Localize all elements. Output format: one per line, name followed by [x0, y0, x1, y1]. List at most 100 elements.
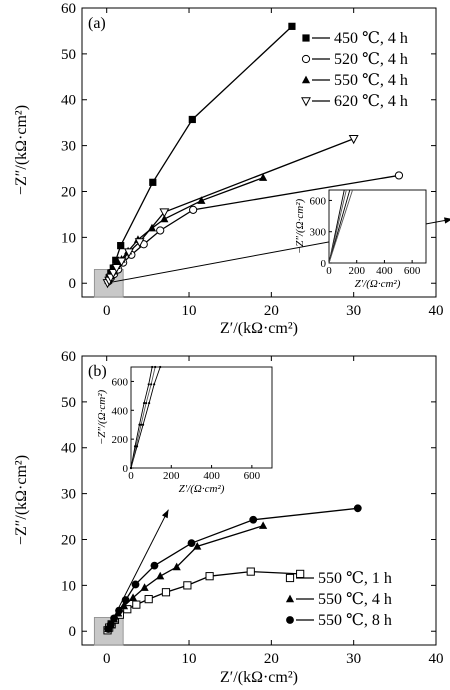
data-point: [161, 588, 171, 597]
legend-marker: [301, 75, 311, 84]
y-tick-label: 10: [61, 230, 76, 246]
legend: 450 ℃, 4 h 520 ℃, 4 h 550 ℃, 4 h 620 ℃, 4 h: [301, 30, 408, 110]
data-point: [394, 171, 404, 180]
data-point: [123, 248, 134, 258]
data-point: [132, 600, 141, 609]
data-point: [156, 571, 165, 580]
inset-frame: [328, 189, 427, 264]
data-point: [249, 515, 258, 524]
inset-point: [154, 365, 157, 369]
legend-label: 550 ℃, 1 h: [318, 570, 392, 587]
inset-line: [130, 366, 156, 469]
inset-x-tick-label: 200: [163, 470, 180, 482]
inset-y-tick-label: 0: [123, 463, 129, 475]
y-axis-title: −Z″/(kΩ·cm²): [13, 455, 30, 545]
zoom-arrow-head: [444, 217, 450, 224]
y-tick-label: 50: [61, 395, 76, 411]
y-tick-label: 20: [61, 184, 76, 200]
inset-y-tick-label: 300: [310, 227, 327, 239]
legend-label: 620 ℃, 4 h: [334, 93, 408, 110]
inset-point: [147, 383, 150, 386]
legend-label: 450 ℃, 4 h: [334, 30, 408, 47]
inset-x-tick-label: 600: [404, 265, 421, 277]
data-point: [123, 605, 132, 614]
x-tick-label: 40: [429, 303, 444, 319]
data-point: [353, 504, 362, 513]
y-tick-label: 10: [61, 578, 76, 594]
data-point: [205, 572, 214, 581]
series-2: [104, 521, 268, 633]
series-line: [106, 138, 354, 284]
y-tick-label: 30: [61, 139, 76, 155]
data-point: [111, 263, 122, 274]
x-axis-title: Z′/(kΩ·cm²): [220, 669, 298, 686]
y-tick-label: 50: [61, 47, 76, 63]
inset-y-tick-label: 200: [112, 434, 129, 446]
data-point: [150, 561, 159, 570]
inset-y-title: −Z″/(Ω·cm²): [294, 199, 306, 255]
data-point: [116, 257, 127, 267]
inset-x-title: Z′/(Ω·cm²): [179, 483, 225, 495]
data-point: [156, 226, 165, 235]
inset-y-tick-label: 0: [321, 258, 327, 270]
legend-marker: [285, 594, 295, 603]
data-point: [288, 22, 296, 30]
series-line: [107, 525, 264, 630]
inset-y-tick-label: 600: [112, 376, 129, 388]
x-tick-label: 20: [264, 651, 279, 667]
inset-point: [141, 423, 145, 426]
inset-point: [129, 466, 133, 470]
inset-x-tick-label: 400: [203, 470, 220, 482]
data-point: [140, 583, 149, 591]
inset-x-tick-label: 0: [128, 470, 134, 482]
data-point: [197, 196, 206, 204]
series-4: [102, 135, 359, 289]
data-point: [149, 178, 157, 186]
panel-a: 0 10 20 30 400102030405060Z′/(kΩ·cm²)−Z″/(kΩ…: [13, 1, 450, 337]
inset-line: [130, 366, 153, 469]
inset-y-tick-label: 400: [112, 405, 129, 417]
inset-point: [159, 365, 162, 369]
panel-label: (b): [88, 363, 107, 380]
inset-x-tick-label: 600: [244, 470, 261, 482]
zoom-arrow-head: [161, 509, 169, 519]
data-point: [259, 173, 268, 181]
inset-y-tick-label: 600: [310, 195, 327, 207]
data-point: [134, 238, 145, 248]
data-point: [183, 581, 192, 590]
legend-label: 520 ℃, 4 h: [334, 51, 408, 68]
data-point: [112, 256, 120, 264]
y-tick-label: 20: [61, 532, 76, 548]
series-line: [107, 507, 358, 630]
y-tick-label: 30: [61, 487, 76, 503]
data-point: [128, 593, 138, 601]
inset-point: [138, 423, 141, 426]
data-point: [246, 567, 255, 576]
y-tick-label: 0: [69, 276, 77, 292]
inset-x-tick-label: 200: [348, 265, 365, 277]
y-tick-label: 60: [61, 1, 76, 17]
zoom-arrow-line: [114, 509, 169, 616]
data-point: [144, 595, 153, 604]
data-point: [348, 135, 359, 145]
inset-frame: [130, 366, 273, 469]
x-tick-label: 0: [103, 303, 111, 319]
series-3: [104, 504, 362, 633]
inset-x-tick-label: 400: [376, 265, 393, 277]
x-tick-label: 30: [346, 303, 361, 319]
x-tick-label: 0: [103, 651, 111, 667]
panel-b: 0 10 20 30 400102030405060Z′/(kΩ·cm²)−Z″/(kΩ…: [13, 349, 444, 686]
data-point: [160, 214, 169, 223]
inset: 0 200 400 600 0 200 400 600 Z′/(Ω·cm²) −Z″/(Ω·cm²…: [96, 365, 273, 495]
inset-y-title: −Z″/(Ω·cm²): [96, 390, 108, 446]
plot-frame: [81, 7, 437, 298]
legend-marker: [301, 54, 311, 64]
legend-marker: [286, 616, 294, 624]
data-point: [189, 205, 198, 214]
data-point: [106, 620, 115, 629]
legend-marker: [302, 34, 310, 42]
data-point: [108, 268, 119, 279]
plot-frame: [81, 355, 437, 646]
x-tick-label: 40: [429, 651, 444, 667]
